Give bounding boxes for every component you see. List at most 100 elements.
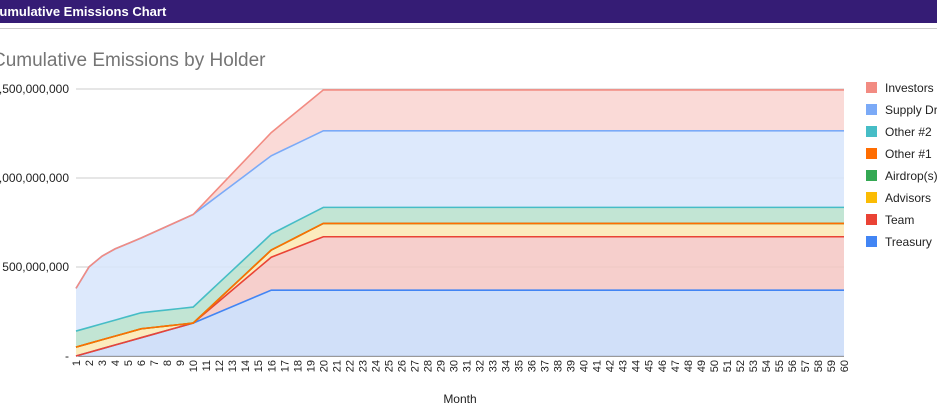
x-tick-label: 29 [435,360,447,372]
x-tick-label: 51 [722,360,734,372]
x-tick-label: 45 [644,360,656,372]
legend-label-other-2: Other #2 [885,125,932,139]
legend-swatch-team [866,214,877,225]
x-tick-label: 21 [331,360,343,372]
x-tick-label: 59 [826,360,838,372]
x-tick-label: 38 [553,360,565,372]
x-tick-label: 42 [605,360,617,372]
legend-swatch-investors [866,82,877,93]
x-tick-label: 2 [84,360,96,366]
x-tick-label: 57 [800,360,812,372]
x-tick-label: 3 [97,360,109,366]
x-axis-ticks: 1 2 3 4 5 6 7 8 9 10 11 12 13 14 15 16 17 18 19 20 21 22 23 24 2… [71,360,851,372]
x-tick-label: 55 [774,360,786,372]
x-tick-label: 43 [618,360,630,372]
x-tick-label: 47 [670,360,682,372]
legend-label-supply-drops: Supply Drops [885,103,937,117]
x-tick-label: 26 [396,360,408,372]
legend-swatch-other-2 [866,126,877,137]
area-advisors [76,223,844,356]
x-tick-label: 25 [383,360,395,372]
legend-swatch-advisors [866,192,877,203]
y-tick-label: 1,000,000,000 [0,171,69,185]
x-tick-label: 1 [71,360,83,366]
area-series [76,89,844,356]
x-tick-label: 18 [292,360,304,372]
x-tick-label: 36 [527,360,539,372]
legend-label-advisors: Advisors [885,191,931,205]
area-investors [76,89,844,289]
line-other-1 [75,222,844,348]
line-supply-drops [75,130,844,289]
x-tick-label: 5 [123,360,135,366]
x-tick-label: 12 [214,360,226,372]
x-tick-label: 20 [318,360,330,372]
x-tick-label: 35 [514,360,526,372]
x-tick-label: 30 [448,360,460,372]
x-tick-label: 49 [696,360,708,372]
header-bar: Cumulative Emissions Chart [0,0,937,23]
y-axis-ticks: - 500,000,000 1,000,000,000 1,500,000,000 [0,82,69,363]
x-tick-label: 53 [748,360,760,372]
x-tick-label: 24 [370,360,382,372]
x-tick-label: 22 [344,360,356,372]
legend: Investors Supply Drops Other #2 Other #1 Air… [866,81,937,249]
x-tick-label: 28 [422,360,434,372]
x-tick-label: 10 [188,360,200,372]
x-tick-label: 60 [839,360,851,372]
x-tick-label: 4 [110,360,122,366]
area-treasury [76,290,844,356]
x-tick-label: 32 [475,360,487,372]
x-tick-label: 54 [761,360,773,372]
area-other-2 [76,207,844,348]
x-tick-label: 27 [409,360,421,372]
x-tick-label: 11 [201,360,213,371]
x-tick-label: 7 [149,360,161,366]
x-tick-label: 58 [813,360,825,372]
legend-label-investors: Investors [885,81,934,95]
legend-label-other-1: Other #1 [885,147,932,161]
x-tick-label: 34 [501,360,513,372]
x-tick-label: 40 [579,360,591,372]
x-tick-label: 52 [735,360,747,372]
x-tick-label: 17 [279,360,291,372]
y-tick-label: 1,500,000,000 [0,82,69,96]
legend-swatch-treasury [866,236,877,247]
x-tick-label: 33 [488,360,500,372]
x-tick-label: 23 [357,360,369,372]
legend-swatch-airdrop-s- [866,170,877,181]
legend-label-airdrop-s-: Airdrop(s) [885,169,937,183]
x-tick-label: 48 [683,360,695,372]
area-supply-drops [76,130,844,332]
series-lines [75,89,844,357]
x-tick-label: 44 [631,360,643,372]
line-other-2 [75,206,844,332]
y-tick-label: - [65,349,69,363]
chart-title: Cumulative Emissions by Holder [0,50,266,71]
line-treasury [75,289,844,357]
legend-label-team: Team [885,213,914,227]
legend-label-treasury: Treasury [885,235,932,249]
x-tick-label: 37 [540,360,552,372]
legend-swatch-supply-drops [866,104,877,115]
x-axis-label: Month [443,392,476,406]
area-team [76,236,844,356]
x-tick-label: 19 [305,360,317,372]
x-tick-label: 31 [462,360,474,372]
x-tick-label: 14 [240,360,252,372]
legend-swatch-other-1 [866,148,877,159]
x-tick-label: 46 [657,360,669,372]
x-tick-label: 15 [253,360,265,372]
x-tick-label: 8 [162,360,174,366]
x-tick-label: 13 [227,360,239,372]
line-investors [75,89,844,289]
x-tick-label: 56 [787,360,799,372]
x-tick-label: 41 [592,360,604,372]
y-tick-label: 500,000,000 [2,260,69,274]
header-title: Cumulative Emissions Chart [0,4,167,19]
x-tick-label: 9 [175,360,187,366]
header-divider [0,28,937,29]
x-tick-label: 16 [266,360,278,372]
x-tick-label: 6 [136,360,148,366]
